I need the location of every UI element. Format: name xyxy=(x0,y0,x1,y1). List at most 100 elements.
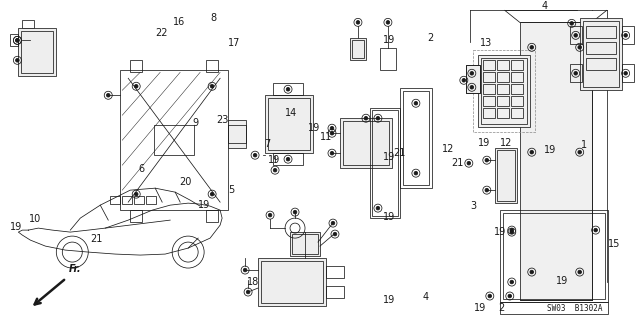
Bar xyxy=(265,95,313,153)
Bar xyxy=(134,196,144,204)
Bar xyxy=(586,42,616,54)
Circle shape xyxy=(470,71,474,75)
Bar xyxy=(228,120,246,148)
Bar xyxy=(228,125,246,143)
Circle shape xyxy=(510,280,513,284)
Text: 5: 5 xyxy=(228,185,235,195)
Circle shape xyxy=(134,192,138,196)
Text: 19: 19 xyxy=(474,303,486,313)
Circle shape xyxy=(330,131,334,135)
Bar xyxy=(503,213,605,299)
Circle shape xyxy=(414,171,418,175)
Bar xyxy=(340,118,392,168)
Circle shape xyxy=(211,85,214,88)
Circle shape xyxy=(485,159,488,162)
Bar xyxy=(483,108,495,118)
Circle shape xyxy=(470,85,474,89)
Bar xyxy=(497,150,515,201)
Text: 11: 11 xyxy=(320,132,333,142)
Bar xyxy=(520,22,591,300)
Text: 19: 19 xyxy=(383,212,395,222)
Circle shape xyxy=(578,46,582,49)
Bar xyxy=(110,196,120,204)
Text: 19: 19 xyxy=(383,152,395,161)
Circle shape xyxy=(574,71,577,75)
Circle shape xyxy=(106,93,110,97)
Circle shape xyxy=(253,153,257,157)
Text: 19: 19 xyxy=(307,123,320,133)
Text: 19: 19 xyxy=(10,222,22,232)
Bar xyxy=(582,21,619,87)
Bar xyxy=(273,83,303,95)
Bar xyxy=(22,20,35,28)
Circle shape xyxy=(356,20,360,24)
Text: 7: 7 xyxy=(264,139,271,149)
Bar xyxy=(146,196,156,204)
Circle shape xyxy=(386,20,390,24)
Text: 22: 22 xyxy=(156,28,168,38)
Circle shape xyxy=(15,39,19,42)
Bar xyxy=(326,286,344,298)
Bar xyxy=(586,26,616,38)
Bar xyxy=(481,58,527,124)
Bar xyxy=(372,110,398,216)
Circle shape xyxy=(530,270,534,274)
Circle shape xyxy=(211,192,214,196)
Bar xyxy=(483,84,495,94)
Text: 21: 21 xyxy=(90,234,102,244)
Circle shape xyxy=(485,188,488,192)
Bar xyxy=(380,48,396,70)
Bar xyxy=(500,210,607,302)
Bar xyxy=(466,65,480,93)
Circle shape xyxy=(293,210,297,214)
Circle shape xyxy=(246,290,250,294)
Circle shape xyxy=(578,150,582,154)
Bar xyxy=(497,96,509,106)
Bar xyxy=(400,88,432,188)
Bar xyxy=(511,84,523,94)
Bar xyxy=(290,232,320,256)
Text: 6: 6 xyxy=(138,164,144,174)
Text: Fr.: Fr. xyxy=(68,264,81,274)
Text: 16: 16 xyxy=(173,17,186,27)
Bar xyxy=(483,60,495,70)
Bar xyxy=(586,58,616,70)
Bar xyxy=(511,60,523,70)
Circle shape xyxy=(286,87,290,91)
Text: 19: 19 xyxy=(556,276,568,286)
Circle shape xyxy=(15,39,19,42)
Circle shape xyxy=(273,168,277,172)
Bar xyxy=(154,125,194,155)
Bar xyxy=(478,55,530,127)
Circle shape xyxy=(624,33,627,37)
Circle shape xyxy=(578,270,582,274)
Circle shape xyxy=(574,33,577,37)
Bar xyxy=(580,19,621,90)
Text: 8: 8 xyxy=(210,13,216,23)
Bar xyxy=(500,302,607,314)
Text: 10: 10 xyxy=(29,214,42,224)
Text: 19: 19 xyxy=(493,227,506,237)
Bar xyxy=(292,234,318,254)
Bar xyxy=(130,60,142,72)
Circle shape xyxy=(414,101,418,105)
Bar xyxy=(570,26,582,44)
Circle shape xyxy=(510,230,513,234)
Bar xyxy=(621,64,634,82)
Bar xyxy=(10,34,19,46)
Bar xyxy=(511,72,523,82)
Circle shape xyxy=(330,152,334,155)
Circle shape xyxy=(243,268,247,272)
Bar xyxy=(511,108,523,118)
Bar xyxy=(343,121,389,165)
Text: 20: 20 xyxy=(180,177,192,187)
Circle shape xyxy=(488,294,492,298)
Text: 12: 12 xyxy=(500,138,512,148)
Bar xyxy=(352,40,364,58)
Bar xyxy=(130,210,142,222)
Bar xyxy=(403,91,429,185)
Bar xyxy=(261,261,323,303)
Text: 19: 19 xyxy=(477,138,490,148)
Bar xyxy=(206,60,218,72)
Text: 19: 19 xyxy=(544,145,556,155)
